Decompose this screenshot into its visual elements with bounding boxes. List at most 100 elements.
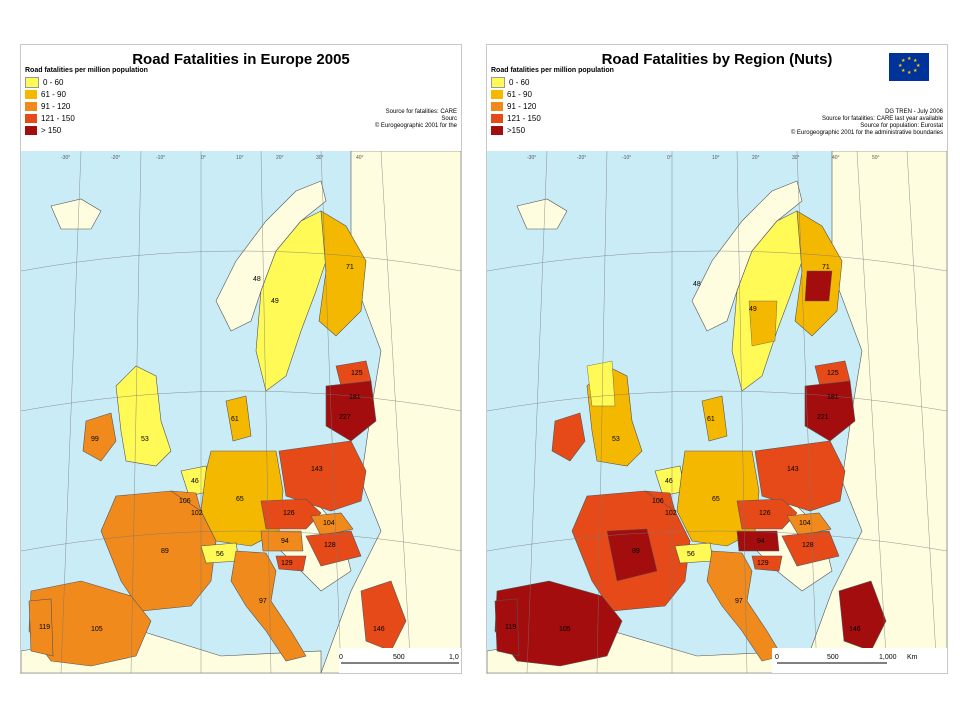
map-value-label: 65 bbox=[712, 496, 720, 503]
sweden bbox=[255, 210, 332, 392]
norway bbox=[691, 180, 803, 332]
graticule-label: -20° bbox=[111, 155, 120, 161]
svg-text:★: ★ bbox=[907, 56, 912, 62]
legend-item: 0 - 60 bbox=[491, 76, 614, 88]
eu-flag-icon: ★ ★ ★ ★ ★ ★ ★ ★ bbox=[889, 53, 929, 81]
legend-swatch bbox=[491, 125, 503, 135]
map-value-label: 56 bbox=[687, 551, 695, 558]
choropleth-map: 71 48 49 125 181 227 61 99 53 143 46 106… bbox=[21, 151, 461, 673]
scale-label: 500 bbox=[393, 654, 405, 661]
source-line: © Eurogeographic 2001 for the administra… bbox=[790, 130, 943, 136]
legend-swatch bbox=[491, 101, 503, 111]
legend-swatch bbox=[25, 125, 37, 135]
map-value-label: 125 bbox=[827, 370, 839, 377]
latvia-lithuania bbox=[804, 380, 856, 442]
uk bbox=[115, 365, 172, 467]
map-value-label: 181 bbox=[827, 394, 839, 401]
map-value-label: 128 bbox=[324, 542, 336, 549]
legend-swatch bbox=[491, 76, 505, 88]
map-value-label: 104 bbox=[799, 520, 811, 527]
map-value-label: 65 bbox=[236, 496, 244, 503]
map-value-label: 46 bbox=[191, 478, 199, 485]
germany bbox=[676, 450, 760, 547]
map-value-label: 227 bbox=[339, 414, 351, 421]
map-value-label: 97 bbox=[735, 598, 743, 605]
scale-label: 1,000 bbox=[879, 654, 897, 661]
greece bbox=[360, 580, 407, 652]
map-legend: Road fatalities per million population 0… bbox=[25, 67, 148, 136]
map-value-label: 53 bbox=[612, 436, 620, 443]
svg-text:★: ★ bbox=[913, 68, 918, 74]
scale-label: 0 bbox=[775, 654, 779, 661]
iceland bbox=[516, 198, 568, 230]
map-value-label: 61 bbox=[707, 416, 715, 423]
legend-label: 61 - 90 bbox=[507, 89, 532, 99]
portugal bbox=[494, 598, 520, 657]
slovakia bbox=[310, 512, 354, 537]
map-value-label: 102 bbox=[665, 510, 677, 517]
legend-label: 0 - 60 bbox=[43, 77, 64, 87]
map-legend: Road fatalities per million population 0… bbox=[491, 67, 614, 136]
graticule-label: 10° bbox=[236, 155, 244, 161]
map-value-label: 125 bbox=[351, 370, 363, 377]
map-value-label: 53 bbox=[141, 436, 149, 443]
legend-item: 61 - 90 bbox=[25, 88, 148, 100]
source-line: © Eurogeographic 2001 for the bbox=[374, 123, 457, 129]
graticule-label: 10° bbox=[712, 155, 720, 161]
map-value-label: 221 bbox=[817, 414, 829, 421]
legend-swatch bbox=[25, 76, 39, 88]
map-title: Road Fatalities in Europe 2005 bbox=[132, 51, 350, 68]
map-header: Road Fatalities by Region (Nuts) ★ ★ ★ ★ ★ ★… bbox=[487, 45, 947, 151]
legend-label: 121 - 150 bbox=[507, 113, 541, 123]
map-value-label: 128 bbox=[802, 542, 814, 549]
legend-label: >150 bbox=[507, 125, 526, 135]
hungary bbox=[781, 530, 840, 567]
legend-title: Road fatalities per million population bbox=[491, 67, 614, 74]
greece bbox=[838, 580, 887, 652]
map-value-label: 94 bbox=[281, 538, 289, 545]
legend-item: 61 - 90 bbox=[491, 88, 614, 100]
choropleth-map: 71 48 49 125 181 221 61 53 143 46 106 65… bbox=[487, 151, 947, 673]
map-value-label: 49 bbox=[271, 298, 279, 305]
map-panel-region: Road Fatalities by Region (Nuts) ★ ★ ★ ★ ★ ★… bbox=[486, 44, 948, 674]
ireland bbox=[82, 412, 117, 462]
map-value-label: 49 bbox=[749, 306, 757, 313]
source-note: DG TREN - July 2006 Source for fatalitie… bbox=[791, 109, 943, 137]
norway bbox=[215, 180, 327, 332]
map-value-label: 104 bbox=[323, 520, 335, 527]
legend-swatch bbox=[25, 89, 37, 99]
graticule-label: 30° bbox=[316, 155, 324, 161]
france-region bbox=[606, 528, 658, 582]
legend-swatch bbox=[25, 113, 37, 123]
graticule-label: -30° bbox=[527, 155, 536, 161]
map-value-label: 146 bbox=[849, 626, 861, 633]
svg-text:★: ★ bbox=[913, 58, 918, 64]
map-value-label: 126 bbox=[759, 510, 771, 517]
graticule bbox=[21, 151, 461, 673]
finland-region bbox=[804, 270, 833, 302]
scale-label: 1,0 bbox=[449, 654, 459, 661]
italy bbox=[230, 550, 307, 662]
legend-label: 91 - 120 bbox=[507, 101, 537, 111]
svg-text:★: ★ bbox=[907, 70, 912, 76]
map-value-label: 119 bbox=[39, 624, 50, 631]
map-value-label: 106 bbox=[179, 498, 191, 505]
hungary bbox=[305, 530, 362, 567]
source-line: Source for population: Eurostat bbox=[860, 123, 943, 129]
graticule-label: -20° bbox=[577, 155, 586, 161]
legend-label: 121 - 150 bbox=[41, 113, 75, 123]
map-value-label: 48 bbox=[693, 281, 701, 288]
legend-item: > 150 bbox=[25, 124, 148, 136]
scale-label: 500 bbox=[827, 654, 839, 661]
legend-title: Road fatalities per million population bbox=[25, 67, 148, 74]
graticule-label: 0° bbox=[667, 155, 672, 161]
iceland bbox=[50, 198, 102, 230]
map-value-label: 126 bbox=[283, 510, 295, 517]
source-line: DG TREN - July 2006 bbox=[885, 109, 943, 115]
map-title: Road Fatalities by Region (Nuts) bbox=[601, 51, 833, 68]
legend-item: 0 - 60 bbox=[25, 76, 148, 88]
graticule-label: 20° bbox=[752, 155, 760, 161]
latvia-lithuania bbox=[325, 380, 377, 442]
graticule bbox=[487, 151, 947, 673]
poland bbox=[754, 440, 846, 512]
